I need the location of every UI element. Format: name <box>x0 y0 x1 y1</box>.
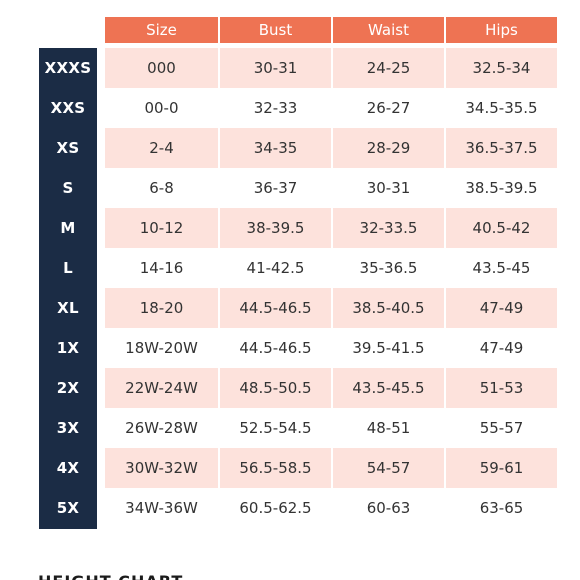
cell-hips: 38.5-39.5 <box>465 179 538 197</box>
cell-waist: 30-31 <box>333 168 446 208</box>
cell-hips: 40.5-42 <box>446 208 557 248</box>
cell-waist: 39.5-41.5 <box>333 328 446 368</box>
cell-hips: 43.5-45 <box>472 259 531 277</box>
cell-hips: 34.5-35.5 <box>465 99 538 117</box>
cell-bust: 60.5-62.5 <box>220 488 333 528</box>
header-hips: Hips <box>446 17 557 43</box>
cell-waist: 48-51 <box>333 408 446 448</box>
table-header-row: Size Bust Waist Hips <box>105 17 557 43</box>
cell-hips: 55-57 <box>479 419 524 437</box>
cell-hips: 59-61 <box>446 448 557 488</box>
cell-hips: 47-49 <box>479 339 524 357</box>
table-row: 30W-32W 56.5-58.5 54-57 59-61 <box>105 448 557 488</box>
table-row: 26W-28W 52.5-54.5 48-51 55-57 <box>105 408 557 448</box>
cell-waist: 24-25 <box>333 48 446 88</box>
table-row: 34W-36W 60.5-62.5 60-63 63-65 <box>105 488 557 528</box>
cell-size: 34W-36W <box>105 488 220 528</box>
size-label: L <box>63 259 73 277</box>
cell-size: 2-4 <box>105 128 220 168</box>
header-bust: Bust <box>220 17 333 43</box>
cell-size: 10-12 <box>105 208 220 248</box>
cell-bust: 38-39.5 <box>220 208 333 248</box>
table-row: 18W-20W 44.5-46.5 39.5-41.5 47-49 <box>105 328 557 368</box>
cell-bust: 30-31 <box>220 48 333 88</box>
size-table-body: 000 30-31 24-25 32.5-34 00-0 32-33 26-27 34.5-3… <box>105 48 557 528</box>
table-row: 10-12 38-39.5 32-33.5 40.5-42 <box>105 208 557 248</box>
cell-waist: 26-27 <box>333 88 446 128</box>
header-waist: Waist <box>333 17 446 43</box>
cell-hips: 36.5-37.5 <box>446 128 557 168</box>
table-row: 000 30-31 24-25 32.5-34 <box>105 48 557 88</box>
cell-bust: 44.5-46.5 <box>220 288 333 328</box>
cell-bust: 34-35 <box>220 128 333 168</box>
table-row: 22W-24W 48.5-50.5 43.5-45.5 51-53 <box>105 368 557 408</box>
cell-size: 00-0 <box>105 88 220 128</box>
cell-size: 26W-28W <box>105 408 220 448</box>
cell-bust: 41-42.5 <box>220 248 333 288</box>
size-label: XXXS <box>44 59 92 77</box>
size-label: M <box>60 219 76 237</box>
table-row: 14-16 41-42.5 35-36.5 43.5-45 <box>105 248 557 288</box>
table-row: 00-0 32-33 26-27 34.5-35.5 <box>105 88 557 128</box>
size-label: S <box>62 179 74 197</box>
cell-size: 14-16 <box>105 248 220 288</box>
cell-bust: 44.5-46.5 <box>220 328 333 368</box>
cell-waist: 38.5-40.5 <box>333 288 446 328</box>
cell-bust: 56.5-58.5 <box>220 448 333 488</box>
cell-size: 22W-24W <box>105 368 220 408</box>
cell-bust: 52.5-54.5 <box>220 408 333 448</box>
cell-waist: 43.5-45.5 <box>333 368 446 408</box>
cell-hips: 63-65 <box>479 499 524 517</box>
cell-size: 18W-20W <box>105 328 220 368</box>
cell-size: 6-8 <box>105 168 220 208</box>
cell-waist: 28-29 <box>333 128 446 168</box>
table-row: 2-4 34-35 28-29 36.5-37.5 <box>105 128 557 168</box>
cell-waist: 32-33.5 <box>333 208 446 248</box>
cell-waist: 35-36.5 <box>333 248 446 288</box>
height-chart-title: HEIGHT CHART <box>38 572 183 580</box>
table-row: 18-20 44.5-46.5 38.5-40.5 47-49 <box>105 288 557 328</box>
cell-bust: 36-37 <box>220 168 333 208</box>
size-label: XS <box>56 139 80 157</box>
size-label: 1X <box>56 339 80 357</box>
cell-hips: 47-49 <box>446 288 557 328</box>
header-size: Size <box>105 17 220 43</box>
cell-bust: 48.5-50.5 <box>220 368 333 408</box>
size-label-column: XXXS XXS XS S M L XL 1X 2X 3X 4X 5X <box>39 48 97 529</box>
cell-size: 000 <box>105 48 220 88</box>
cell-waist: 60-63 <box>333 488 446 528</box>
size-label: XXS <box>50 99 86 117</box>
size-label: XL <box>57 299 79 317</box>
cell-bust: 32-33 <box>220 88 333 128</box>
size-label: 5X <box>56 499 80 517</box>
cell-hips: 51-53 <box>446 368 557 408</box>
size-label: 2X <box>56 379 80 397</box>
size-label: 4X <box>56 459 80 477</box>
cell-size: 18-20 <box>105 288 220 328</box>
cell-hips: 32.5-34 <box>446 48 557 88</box>
cell-size: 30W-32W <box>105 448 220 488</box>
cell-waist: 54-57 <box>333 448 446 488</box>
table-row: 6-8 36-37 30-31 38.5-39.5 <box>105 168 557 208</box>
size-label: 3X <box>56 419 80 437</box>
